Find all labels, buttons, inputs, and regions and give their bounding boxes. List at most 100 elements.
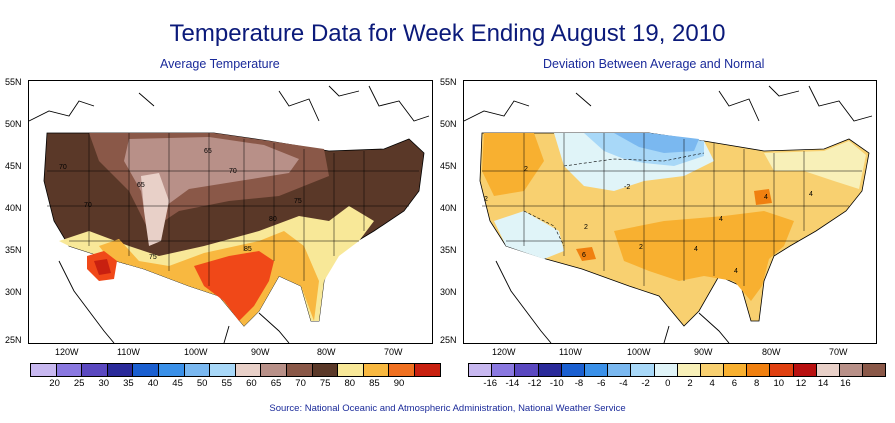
legend-label: 6 (731, 378, 738, 389)
legend-swatch (747, 364, 771, 376)
legend-swatch (261, 364, 287, 376)
right-color-legend (468, 363, 887, 377)
source-credit: Source: National Oceanic and Atmospheric… (269, 403, 626, 414)
contour-label: 80 (269, 216, 277, 223)
legend-label: 65 (270, 378, 282, 389)
contour-label: 65 (137, 182, 145, 189)
right-map-subtitle: Deviation Between Average and Normal (543, 57, 765, 71)
legend-label: 45 (172, 378, 183, 389)
lat-label: 55N (440, 77, 457, 87)
lat-label: 55N (5, 77, 22, 87)
contour-label: 2 (484, 196, 488, 203)
coastlines (464, 85, 873, 343)
contour-label: 4 (734, 268, 738, 275)
legend-label: 25 (73, 378, 85, 389)
legend-label: 10 (773, 378, 785, 389)
legend-swatch (515, 364, 539, 376)
legend-swatch (56, 364, 83, 376)
lon-label: 120W (55, 347, 79, 357)
contour-label: 75 (294, 198, 302, 205)
lon-label: 110W (559, 347, 582, 357)
legend-label: -12 (527, 378, 542, 389)
legend-swatch (492, 364, 516, 376)
legend-swatch (210, 364, 236, 376)
lat-label: 25N (440, 335, 457, 345)
contour-label: 2 (524, 166, 528, 173)
contour-label: 2 (639, 244, 643, 251)
lon-label: 90W (251, 347, 270, 357)
lat-label: 45N (5, 161, 22, 171)
legend-swatch (389, 364, 415, 376)
contour-label: 70 (84, 202, 92, 209)
legend-swatch (793, 364, 817, 376)
lat-label: 35N (440, 245, 457, 255)
legend-swatch (158, 364, 185, 376)
lon-label: 80W (762, 347, 781, 357)
us-region-60-65 (124, 137, 299, 241)
lat-label: 50N (5, 119, 22, 129)
contour-label: -2 (624, 184, 630, 191)
legend-label: 35 (123, 378, 134, 389)
legend-swatch (816, 364, 840, 376)
legend-label: 14 (817, 378, 829, 389)
lat-label: 40N (440, 203, 457, 213)
page-title: Temperature Data for Week Ending August … (169, 20, 726, 47)
legend-label: 4 (709, 378, 715, 389)
contour-label: 4 (809, 191, 813, 198)
left-map-graphic: 70 65 65 70 70 75 80 75 85 (29, 85, 430, 343)
legend-label: 50 (196, 378, 208, 389)
contour-label: 4 (719, 216, 723, 223)
legend-label: 2 (687, 378, 693, 389)
us-region-minus-4-6 (614, 133, 699, 153)
contour-label: 2 (584, 224, 588, 231)
us-region-90-plus-texas (194, 251, 274, 321)
contour-label: 4 (764, 194, 768, 201)
left-map-subtitle: Average Temperature (160, 57, 280, 71)
legend-swatch (538, 364, 562, 376)
legend-swatch (770, 364, 794, 376)
lon-label: 70W (384, 347, 403, 357)
legend-swatch (414, 364, 440, 376)
legend-label: 16 (840, 378, 851, 389)
negative-contours (523, 152, 705, 247)
legend-swatch (338, 364, 364, 376)
us-region-55-60 (141, 173, 169, 246)
legend-label: 60 (246, 378, 257, 389)
legend-label: -2 (641, 378, 650, 389)
us-region-plus-4-6-west (482, 133, 544, 196)
legend-label: -10 (549, 378, 564, 389)
us-region-plus-6-8-east (754, 189, 772, 205)
lat-label: 40N (5, 203, 22, 213)
left-temperature-map: 70 65 65 70 70 75 80 75 85 55N 50N 45N 4… (5, 77, 433, 357)
legend-label: 30 (98, 378, 110, 389)
lon-label: 110W (117, 347, 140, 357)
legend-swatch (654, 364, 678, 376)
legend-swatch (235, 364, 262, 376)
legend-swatch (677, 364, 701, 376)
us-region-plus-4-6-south (614, 211, 794, 301)
legend-label: 85 (369, 378, 380, 389)
left-color-legend (30, 363, 441, 377)
right-deviation-map: 2 2 -2 2 2 4 4 4 6 4 4 55N 50N 45N 40N 3… (440, 77, 877, 357)
coastlines (29, 85, 430, 343)
legend-label: 0 (665, 378, 671, 389)
contour-label: 85 (244, 246, 252, 253)
state-boundaries (47, 133, 419, 286)
legend-swatch (31, 364, 57, 376)
us-region-plus-6-8-hotspot (576, 247, 596, 261)
legend-swatch (184, 364, 211, 376)
legend-swatch (840, 364, 864, 376)
legend-label: -8 (574, 378, 584, 389)
lon-label: 120W (492, 347, 516, 357)
legend-swatch (286, 364, 313, 376)
legend-label: -4 (619, 378, 628, 389)
legend-swatch (584, 364, 609, 376)
legend-label: 80 (344, 378, 356, 389)
contour-label: 6 (582, 252, 586, 259)
legend-swatch (469, 364, 493, 376)
lon-label: 70W (829, 347, 848, 357)
legend-swatch (700, 364, 725, 376)
legend-label: 20 (49, 378, 60, 389)
legend-label: 90 (393, 378, 405, 389)
legend-swatch (82, 364, 108, 376)
